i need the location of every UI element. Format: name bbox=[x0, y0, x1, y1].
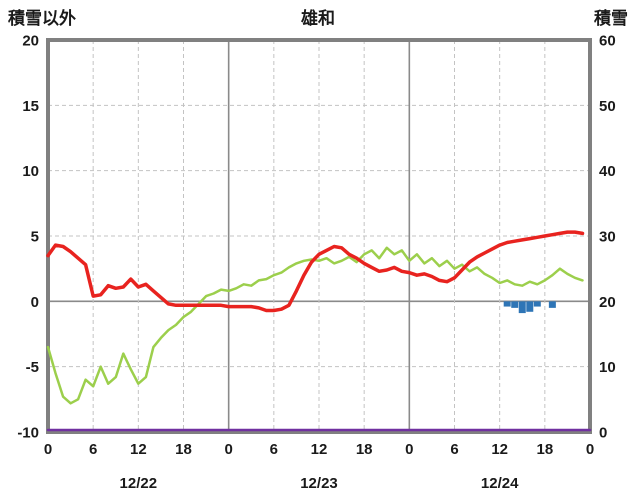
red-line bbox=[46, 230, 585, 313]
date-label: 12/22 bbox=[120, 475, 158, 492]
right-axis-title: 積雪 bbox=[594, 9, 628, 28]
x-axis-tick: 18 bbox=[356, 441, 373, 458]
date-label: 12/24 bbox=[481, 475, 519, 492]
x-axis-tick: 18 bbox=[175, 441, 192, 458]
right-axis-tick: 40 bbox=[599, 163, 616, 180]
blue-bars bbox=[511, 301, 519, 308]
left-axis-tick: 20 bbox=[22, 33, 39, 50]
right-axis-tick: 60 bbox=[599, 33, 616, 50]
left-axis-tick: 15 bbox=[22, 98, 39, 115]
x-axis-tick: 12 bbox=[311, 441, 328, 458]
x-axis-tick: 0 bbox=[586, 441, 594, 458]
blue-bars bbox=[526, 301, 534, 312]
right-axis-tick: 0 bbox=[599, 425, 607, 442]
x-axis-tick: 18 bbox=[536, 441, 553, 458]
right-axis-tick: 50 bbox=[599, 98, 616, 115]
blue-bars bbox=[548, 301, 556, 308]
green-line bbox=[46, 246, 584, 405]
blue-bars bbox=[518, 301, 526, 314]
left-axis-tick: -10 bbox=[17, 425, 39, 442]
x-axis-tick: 0 bbox=[405, 441, 413, 458]
blue-bars bbox=[533, 301, 541, 307]
right-axis-tick: 30 bbox=[599, 229, 616, 246]
plot-frame bbox=[46, 38, 592, 434]
left-axis-tick: 10 bbox=[22, 163, 39, 180]
left-axis-title: 積雪以外 bbox=[8, 9, 76, 28]
chart-title: 雄和 bbox=[301, 9, 335, 28]
x-axis-tick: 12 bbox=[130, 441, 147, 458]
date-label: 12/23 bbox=[300, 475, 338, 492]
right-axis-tick: 20 bbox=[599, 294, 616, 311]
blue-bars bbox=[503, 301, 511, 307]
left-axis-tick: 5 bbox=[31, 229, 39, 246]
left-axis-tick: -5 bbox=[26, 359, 39, 376]
x-axis-tick: 0 bbox=[224, 441, 232, 458]
x-axis-tick: 0 bbox=[44, 441, 52, 458]
x-axis-tick: 12 bbox=[491, 441, 508, 458]
right-axis-tick: 10 bbox=[599, 359, 616, 376]
x-axis-tick: 6 bbox=[270, 441, 278, 458]
left-axis-tick: 0 bbox=[31, 294, 39, 311]
x-axis-tick: 6 bbox=[89, 441, 97, 458]
x-axis-tick: 6 bbox=[450, 441, 458, 458]
